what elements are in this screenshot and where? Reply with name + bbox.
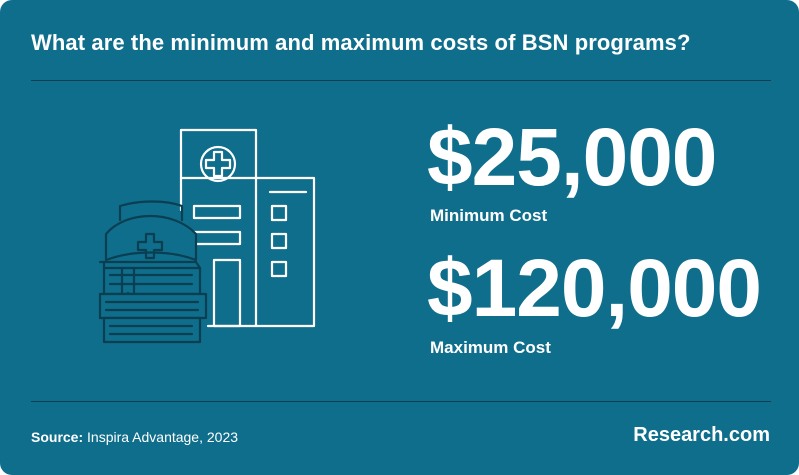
top-divider bbox=[31, 80, 771, 81]
books-stack-icon bbox=[98, 260, 208, 344]
minimum-cost-value: $25,000 bbox=[427, 112, 717, 203]
source-text: Inspira Advantage, 2023 bbox=[87, 429, 239, 445]
bottom-divider bbox=[31, 401, 771, 402]
card-title: What are the minimum and maximum costs o… bbox=[31, 30, 691, 55]
nurse-cap-icon bbox=[104, 200, 198, 262]
source-note: Source: Inspira Advantage, 2023 bbox=[31, 429, 238, 445]
maximum-cost-label: Maximum Cost bbox=[430, 338, 551, 357]
brand-logo: Research.com bbox=[633, 424, 770, 446]
hospital-nurse-cap-books-icon bbox=[98, 128, 316, 344]
source-label: Source: bbox=[31, 429, 84, 445]
minimum-cost-label: Minimum Cost bbox=[430, 206, 548, 225]
maximum-cost-value: $120,000 bbox=[427, 243, 762, 334]
hospital-building-icon bbox=[179, 128, 316, 328]
